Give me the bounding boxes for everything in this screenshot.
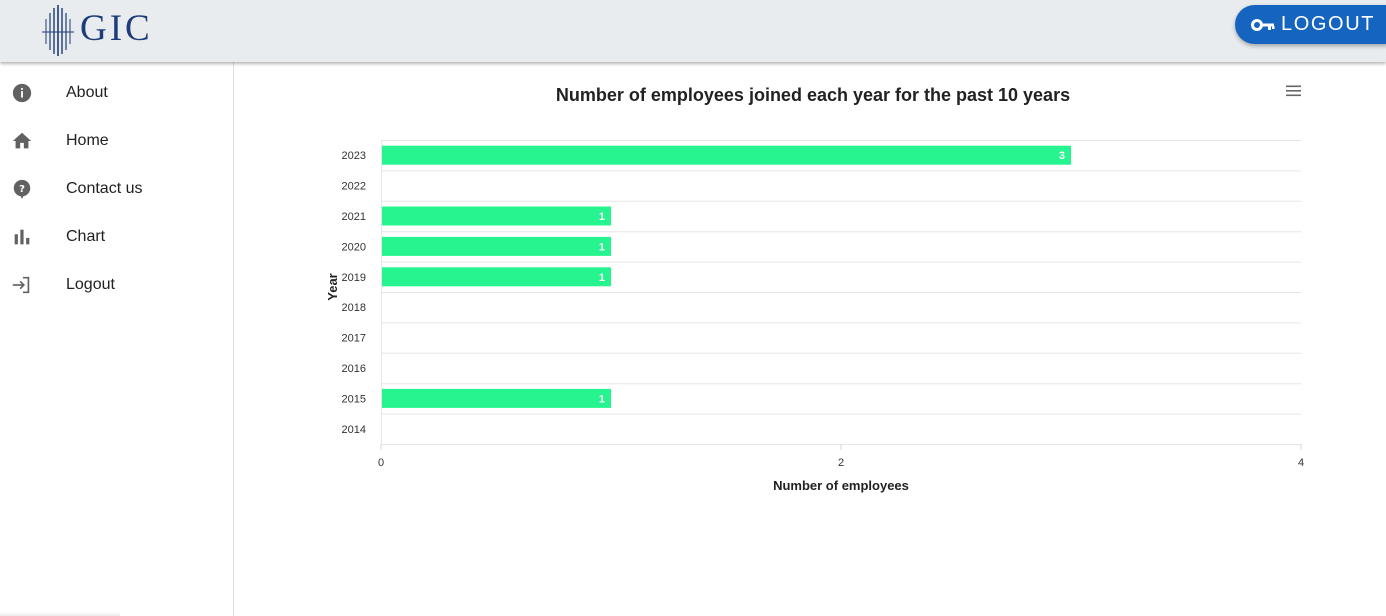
sidebar-item-label: Logout <box>66 276 115 293</box>
gic-logo-icon <box>42 5 74 56</box>
logout-button[interactable]: LOGOUT <box>1235 5 1386 44</box>
y-tick-label: 2015 <box>342 393 366 405</box>
y-tick-label: 2019 <box>342 272 366 284</box>
bottom-edge-shadow <box>0 612 120 616</box>
login-arrow-icon <box>11 274 33 296</box>
chart-menu-icon[interactable] <box>1285 84 1303 98</box>
bar-data-label: 1 <box>599 272 605 284</box>
y-tick-label: 2023 <box>342 150 366 162</box>
sidebar-item-about[interactable]: About <box>0 69 233 117</box>
y-tick-label: 2017 <box>342 333 366 345</box>
bar <box>382 145 1071 165</box>
logo-text: GIC <box>80 8 153 49</box>
y-tick-label: 2018 <box>342 302 366 314</box>
logout-button-label: LOGOUT <box>1281 13 1376 35</box>
home-icon <box>11 130 33 152</box>
sidebar-item-label: Home <box>66 132 109 149</box>
sidebar-item-chart[interactable]: Chart <box>0 213 233 261</box>
y-tick-label: 2014 <box>342 424 366 436</box>
sidebar-item-label: Contact us <box>66 180 143 197</box>
y-axis-title: Year <box>325 273 340 300</box>
svg-text:?: ? <box>19 184 25 195</box>
info-icon <box>11 82 33 104</box>
x-tick-label: 4 <box>1298 457 1304 469</box>
chart-title: Number of employees joined each year for… <box>555 85 1071 105</box>
x-tick-label: 0 <box>378 457 384 469</box>
y-tick-label: 2021 <box>342 211 366 223</box>
bar <box>382 388 611 408</box>
bar-data-label: 1 <box>599 393 605 405</box>
sidebar-item-contact-us[interactable]: ? Contact us <box>0 165 233 213</box>
y-tick-label: 2016 <box>342 363 366 375</box>
help-icon: ? <box>11 178 33 200</box>
bar <box>382 236 611 256</box>
bar-data-label: 1 <box>599 241 605 253</box>
y-tick-label: 2020 <box>342 241 366 253</box>
sidebar: About Home ? Contact us Chart <box>0 62 234 616</box>
bar <box>382 206 611 226</box>
app-bar: GIC LOGOUT <box>0 0 1386 62</box>
bar <box>382 267 611 287</box>
sidebar-item-home[interactable]: Home <box>0 117 233 165</box>
bar-chart-icon <box>11 226 33 248</box>
key-icon <box>1251 18 1275 31</box>
bar-data-label: 3 <box>1059 150 1065 162</box>
sidebar-item-logout[interactable]: Logout <box>0 261 233 309</box>
x-axis-title: Number of employees <box>773 478 909 493</box>
sidebar-item-label: About <box>66 84 108 101</box>
sidebar-item-label: Chart <box>66 228 106 245</box>
x-tick-label: 2 <box>838 457 844 469</box>
bar-data-label: 1 <box>599 211 605 223</box>
y-tick-label: 2022 <box>342 181 366 193</box>
